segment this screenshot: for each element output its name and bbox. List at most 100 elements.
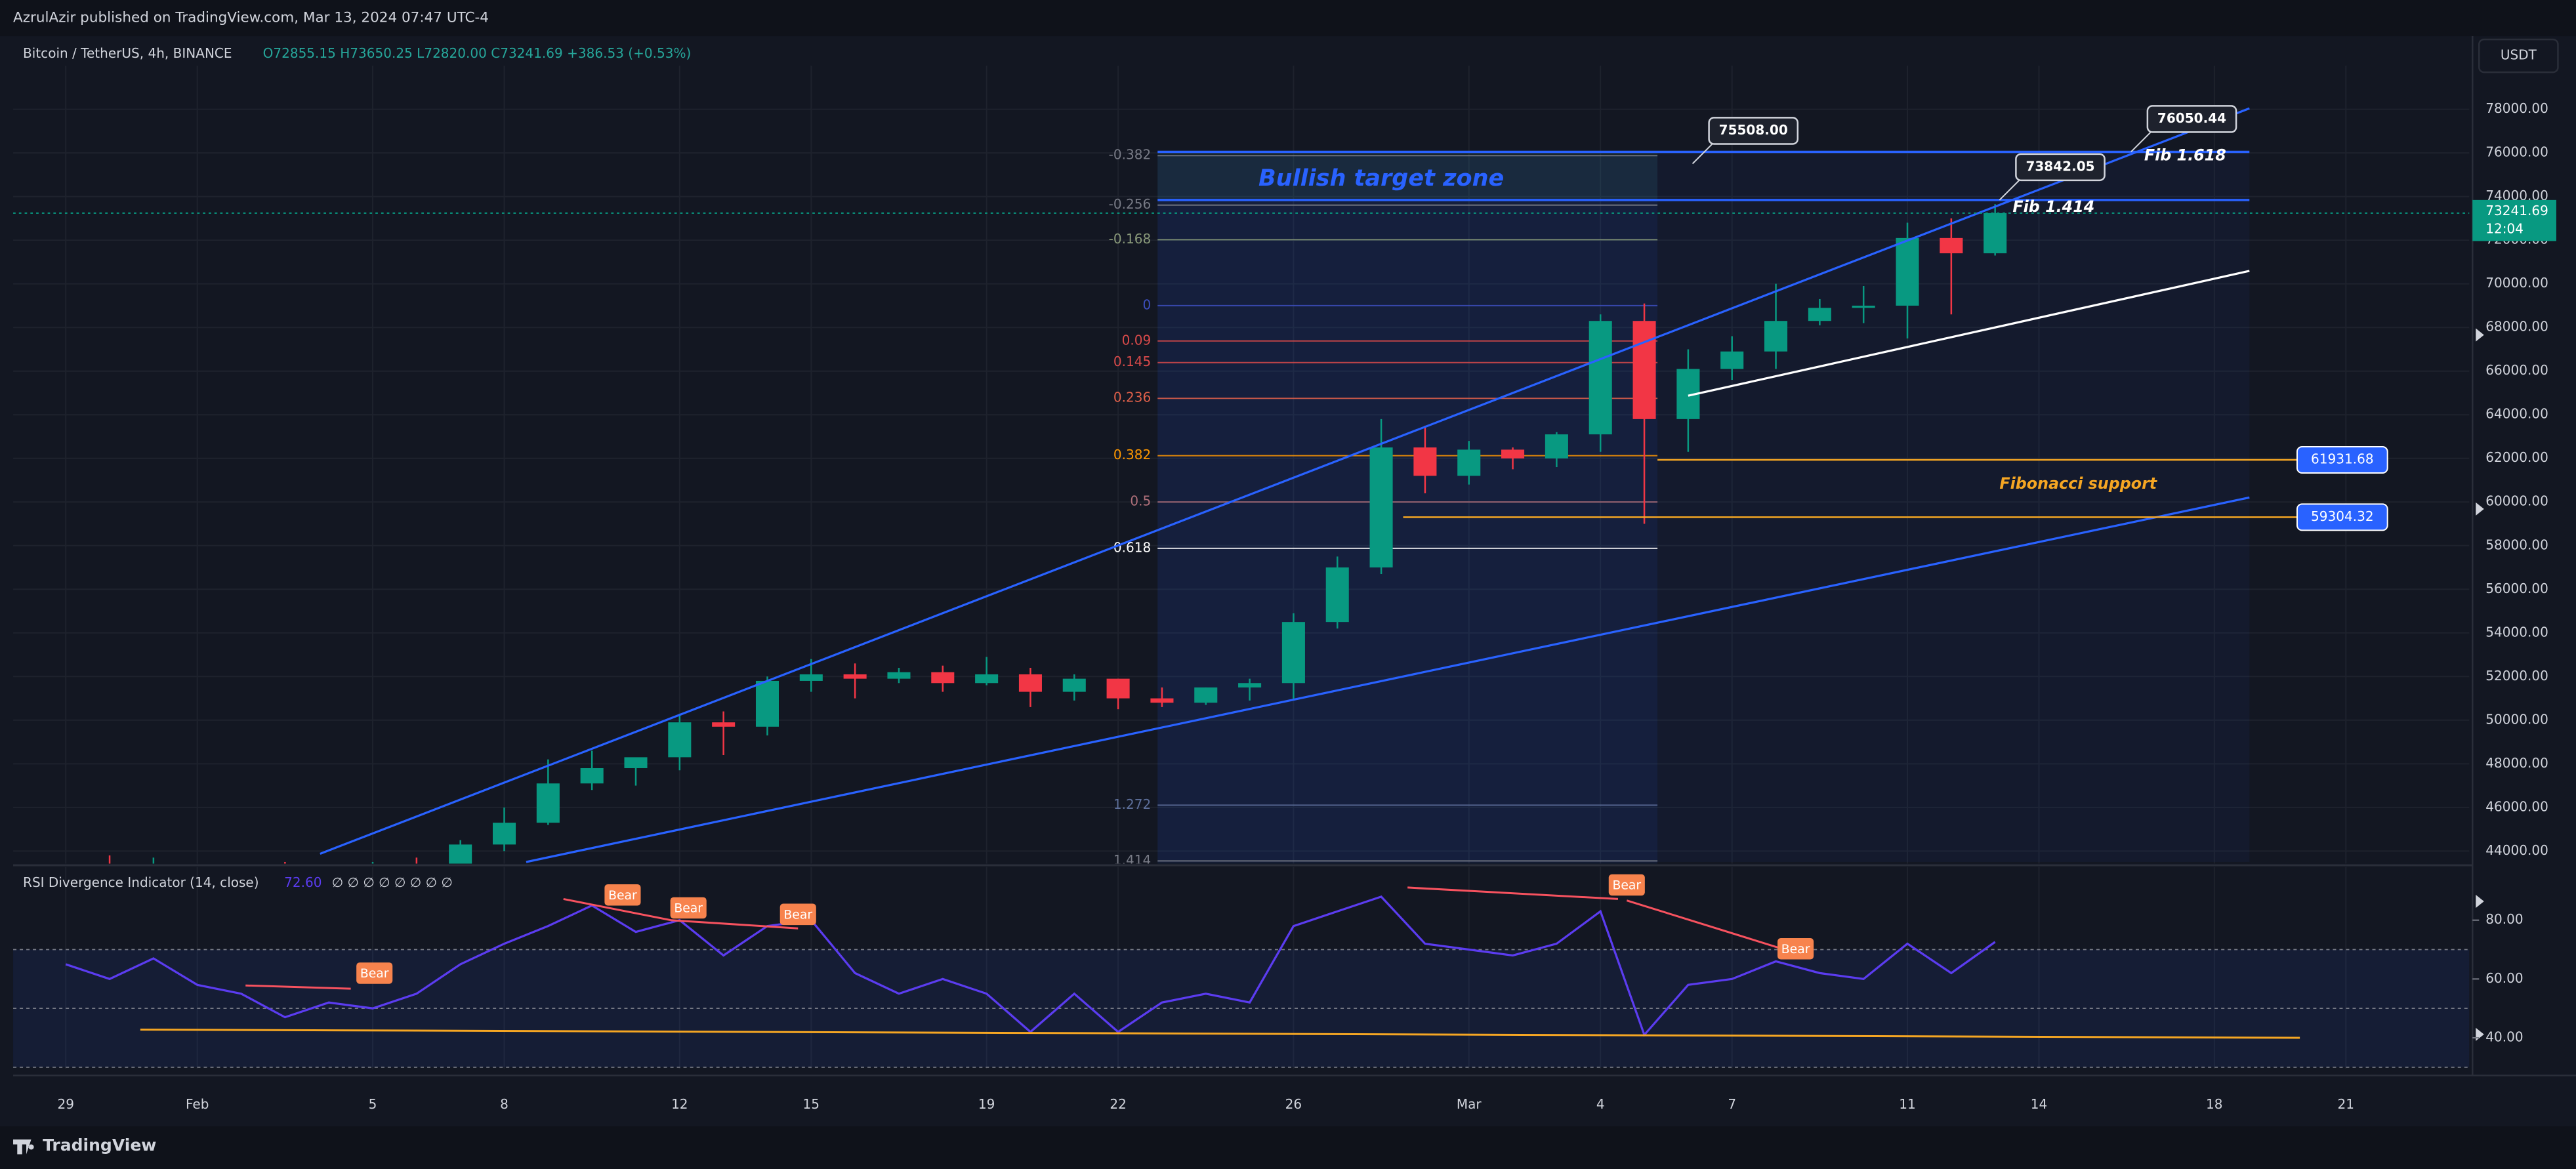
callout-box (2015, 153, 2106, 182)
rsi-pane (13, 867, 2470, 1069)
y-tick-label: 58000.00 (2485, 537, 2548, 552)
x-tick-label: 18 (2206, 1096, 2222, 1112)
candle-body (1281, 622, 1305, 684)
bear-signal-label: Bear (1781, 943, 1810, 956)
fib-level-label: 0.236 (1113, 390, 1151, 405)
fib-level-label: -0.168 (1109, 231, 1152, 247)
x-tick-label: 8 (500, 1096, 509, 1112)
divergence-line (1407, 886, 1619, 900)
candle-body (1896, 237, 1919, 306)
y-tick-label: 80.00 (2485, 911, 2523, 927)
candle-body (1852, 305, 1875, 308)
callout-label: 73842.05 (2025, 158, 2094, 174)
y-tick-label: 68000.00 (2485, 319, 2548, 335)
bear-signal-label: Bear (360, 967, 389, 981)
x-tick-label: Feb (186, 1096, 209, 1112)
candle-body (1545, 434, 1568, 459)
annotation: Fib 1.414 (2012, 197, 2094, 216)
countdown: 12:04 (2485, 220, 2524, 236)
y-tick-label: 52000.00 (2485, 668, 2548, 684)
y-tick-label: 66000.00 (2485, 362, 2548, 378)
fib-level-label: -0.256 (1109, 196, 1152, 212)
indicator-title: RSI Divergence Indicator (14, close) (23, 874, 259, 890)
candle-body (580, 768, 604, 784)
indicator-placeholders: ∅ ∅ ∅ ∅ ∅ ∅ ∅ ∅ (332, 874, 453, 890)
header-bar (0, 0, 2576, 37)
callout-label: 76050.44 (2157, 110, 2226, 126)
candle-body (931, 672, 955, 684)
price-line-tag (2296, 445, 2388, 474)
y-tick-label: 46000.00 (2485, 798, 2548, 814)
callout-pointer (2130, 131, 2151, 153)
divergence-line (671, 919, 799, 930)
x-tick-label: 26 (1285, 1096, 1302, 1112)
candle-body (1764, 321, 1788, 352)
trendline (526, 496, 2250, 863)
x-tick-label: 15 (803, 1096, 820, 1112)
x-tick-label: Mar (1457, 1096, 1482, 1112)
target-zone-label: Bullish target zone (1258, 165, 1504, 192)
candle-body (1369, 447, 1393, 568)
candle-body (1720, 351, 1744, 369)
fib-level-label: 0 (1142, 297, 1151, 312)
candle-body (1325, 567, 1349, 623)
x-tick-label: 5 (369, 1096, 377, 1112)
target-zone-band (1157, 152, 1658, 200)
price-pane: -0.382 -0.256 -0.168 0 0.09 0.145 0.236 0.382 0.… (13, 66, 2470, 864)
currency-button[interactable] (2478, 38, 2559, 73)
publisher: AzrulAzir published on TradingView.com, … (13, 10, 489, 26)
y-tick-label: 62000.00 (2485, 449, 2548, 465)
candle-body (1062, 678, 1086, 692)
x-tick-label: 21 (2338, 1096, 2354, 1112)
trendline (1688, 270, 2250, 397)
candle-body (1106, 678, 1130, 699)
divergence-line (140, 1028, 2300, 1039)
divergence-line (563, 897, 671, 922)
bear-signal (356, 962, 393, 984)
candle-body (1589, 321, 1612, 435)
y-tick-label: 60.00 (2485, 970, 2523, 986)
annotation: Fib 1.618 (2144, 146, 2226, 165)
y-tick-label: 56000.00 (2485, 581, 2548, 596)
x-tick-label: 4 (1596, 1096, 1605, 1112)
y-tick-label: 76000.00 (2485, 144, 2548, 160)
bear-signal-label: Bear (1612, 879, 1641, 893)
divergence-line (1626, 899, 1785, 951)
currency-label[interactable]: USDT (2501, 47, 2537, 63)
bear-signal-label: Bear (608, 889, 637, 903)
candle-body (1632, 321, 1656, 419)
bear-signal-label: Bear (674, 902, 703, 916)
candle-body (975, 674, 999, 684)
x-tick-label: 7 (1728, 1096, 1736, 1112)
fib-level-label: 0.5 (1130, 493, 1151, 509)
last-price-tag (2472, 199, 2556, 241)
last-price-label: 73241.69 (2485, 203, 2548, 218)
y-tick-label: 64000.00 (2485, 406, 2548, 422)
bear-signal (670, 897, 707, 919)
rsi-line (65, 895, 1996, 1037)
fib-level-label: 0.618 (1113, 539, 1151, 555)
candle-body (668, 722, 692, 758)
target-zone-shade (1157, 152, 2250, 862)
price-line-label: 59304.32 (2311, 508, 2374, 524)
y-tick-label: 54000.00 (2485, 624, 2548, 640)
y-tick-label: 48000.00 (2485, 755, 2548, 771)
fib-level-label: 0.09 (1122, 332, 1152, 348)
candle-body (1018, 674, 1042, 692)
bear-signal (604, 884, 641, 906)
y-tick-label: 60000.00 (2485, 493, 2548, 509)
candle-body (536, 783, 560, 823)
candle-body (712, 722, 736, 727)
footer-bar (0, 1126, 2576, 1169)
trendline (320, 107, 2250, 855)
candle-body (755, 680, 779, 727)
scale-arrows (2476, 328, 2484, 1041)
candle-body (843, 674, 867, 679)
candle-body (1194, 687, 1218, 703)
candle-body (1413, 447, 1437, 476)
callout-box (2146, 105, 2237, 133)
candle-body (1984, 213, 2007, 254)
x-tick-label: 19 (978, 1096, 995, 1112)
